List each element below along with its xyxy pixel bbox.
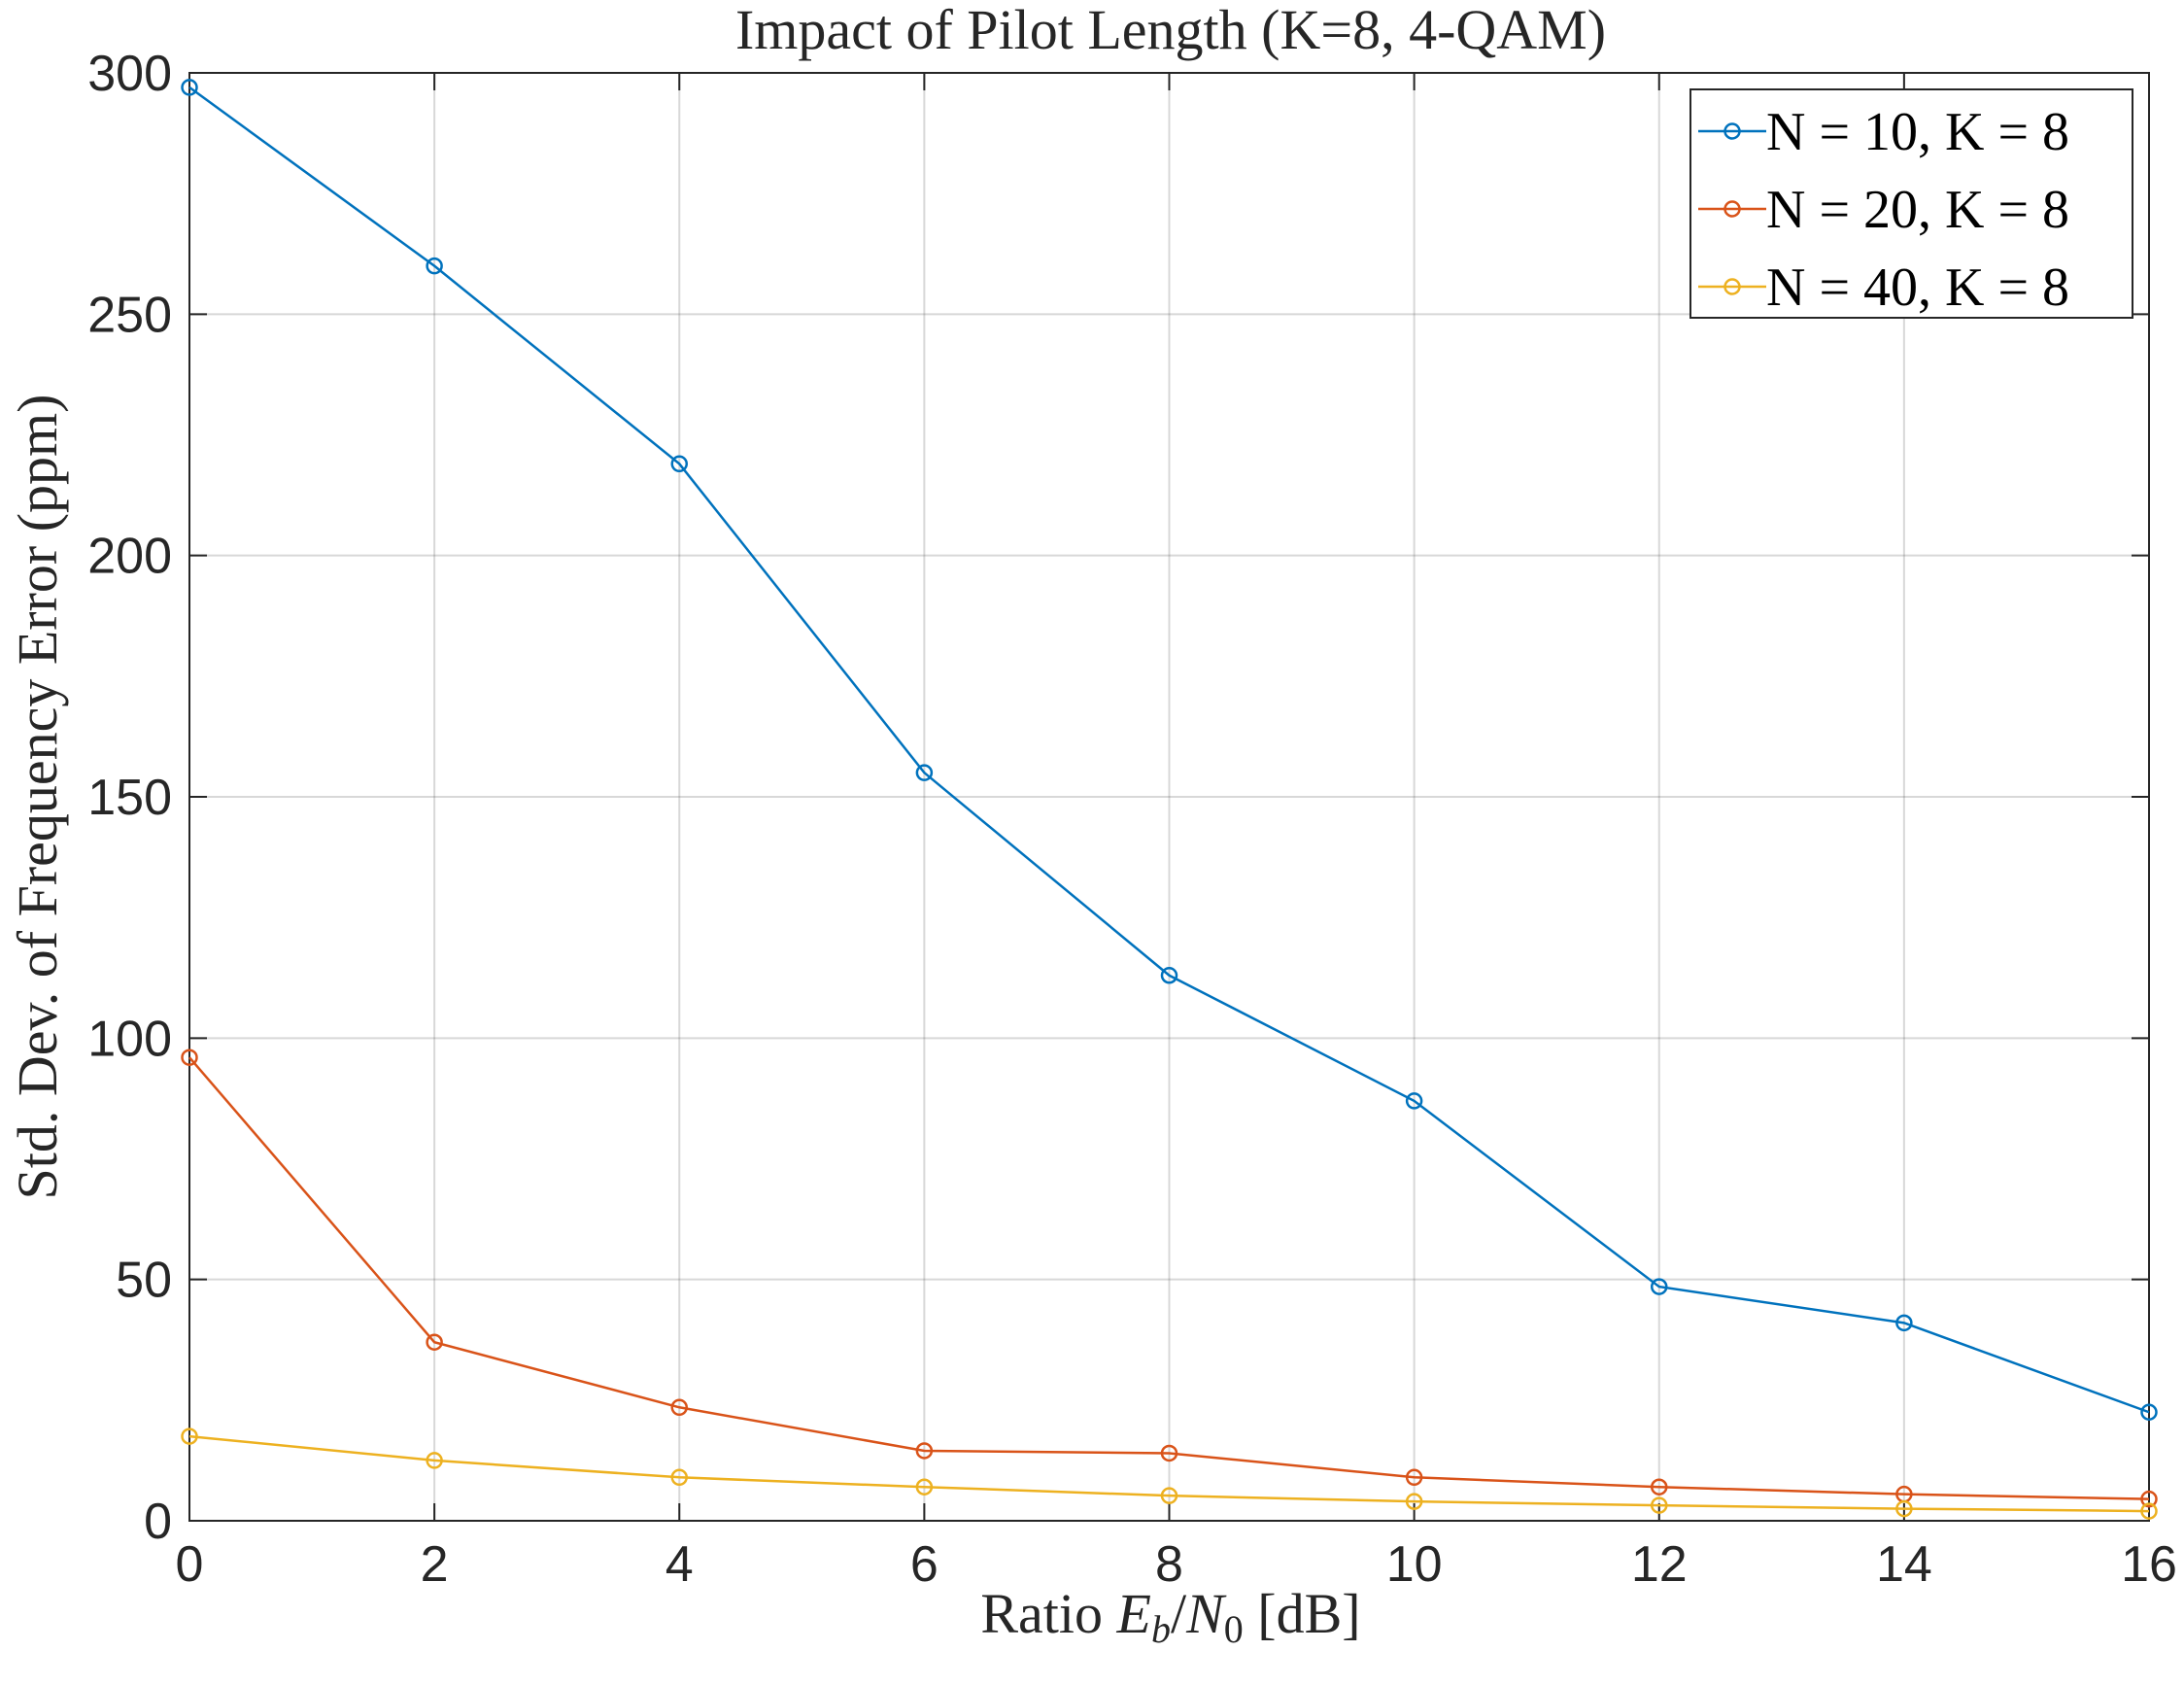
data-point — [2140, 1502, 2158, 1520]
x-tick-label: 0 — [176, 1536, 204, 1593]
legend-entry-2: N = 20, K = 8 — [1698, 180, 2069, 240]
y-tick-label: 50 — [116, 1253, 172, 1309]
series-2 — [181, 1049, 2158, 1508]
y-tick-label: 100 — [87, 1011, 172, 1067]
x-axis-label-prefix: Ratio — [980, 1582, 1116, 1645]
data-point — [670, 1468, 688, 1487]
data-point — [181, 1427, 198, 1445]
legend-label: N = 10, K = 8 — [1766, 102, 2069, 162]
data-point — [1160, 1444, 1178, 1462]
x-tick-label: 12 — [1631, 1536, 1688, 1593]
legend-box — [1689, 88, 2133, 319]
legend-marker — [1723, 278, 1741, 295]
x-tick-label: 14 — [1876, 1536, 1932, 1593]
data-point — [426, 257, 443, 275]
x-tick-label: 10 — [1386, 1536, 1443, 1593]
data-point — [1405, 1493, 1423, 1510]
series-1 — [181, 79, 2158, 1421]
legend-entry-3: N = 40, K = 8 — [1698, 258, 2069, 318]
series-line — [188, 86, 2150, 1414]
chart-title: Impact of Pilot Length (K=8, 4-QAM) — [735, 0, 1606, 61]
data-point — [2140, 1403, 2158, 1421]
data-point — [181, 1049, 198, 1066]
data-point — [2140, 1490, 2158, 1508]
data-point — [426, 1452, 443, 1469]
y-tick-label: 200 — [87, 529, 172, 585]
x-tick-label: 4 — [665, 1536, 694, 1593]
data-point — [1651, 1478, 1668, 1496]
y-axis-label: Std. Dev. of Frequency Error (ppm) — [6, 395, 69, 1200]
data-point — [1405, 1092, 1423, 1110]
x-axis-label-slash: / — [1171, 1582, 1187, 1645]
legend-entry-1: N = 10, K = 8 — [1698, 102, 2069, 162]
series-layer — [181, 79, 2158, 1520]
x-tick-label: 8 — [1155, 1536, 1183, 1593]
series-line — [188, 1056, 2150, 1500]
x-tick-label: 6 — [910, 1536, 938, 1593]
legend-marker — [1723, 200, 1741, 218]
legend: N = 10, K = 8 N = 20, K = 8 N = 40, K = 8 — [1689, 88, 2133, 319]
ticks: 0 2 4 6 8 10 12 14 16 0 50 100 150 200 250 300 — [87, 46, 2177, 1593]
data-point — [670, 1398, 688, 1417]
data-point — [1651, 1278, 1668, 1295]
data-point — [1405, 1468, 1423, 1487]
y-tick-label: 0 — [144, 1494, 172, 1550]
data-point — [1160, 1487, 1178, 1504]
data-point — [915, 1478, 934, 1496]
legend-label: N = 40, K = 8 — [1766, 258, 2069, 318]
data-point — [1895, 1314, 1913, 1332]
x-tick-label: 16 — [2121, 1536, 2177, 1593]
x-axis-label: Ratio Eb/N0 [dB] — [980, 1582, 1360, 1651]
data-point — [915, 764, 934, 781]
data-point — [915, 1442, 934, 1460]
x-axis-label-sub-0: 0 — [1224, 1607, 1244, 1651]
data-point — [1160, 967, 1178, 984]
legend-marker — [1723, 122, 1741, 140]
series-line — [188, 1434, 2150, 1513]
y-tick-label: 300 — [87, 46, 172, 102]
data-point — [1651, 1496, 1668, 1514]
series-3 — [181, 1427, 2158, 1520]
x-tick-label: 2 — [421, 1536, 449, 1593]
data-point — [426, 1333, 443, 1351]
x-axis-label-n: N — [1185, 1582, 1227, 1645]
x-axis-label-e: E — [1116, 1582, 1151, 1645]
data-point — [181, 79, 198, 96]
data-point — [1895, 1499, 1913, 1518]
legend-label: N = 20, K = 8 — [1766, 180, 2069, 240]
x-axis-label-suffix: [dB] — [1244, 1582, 1361, 1645]
data-point — [670, 455, 688, 473]
y-tick-label: 250 — [87, 287, 172, 343]
x-axis-label-sub-b: b — [1151, 1607, 1171, 1651]
y-tick-label: 150 — [87, 770, 172, 826]
